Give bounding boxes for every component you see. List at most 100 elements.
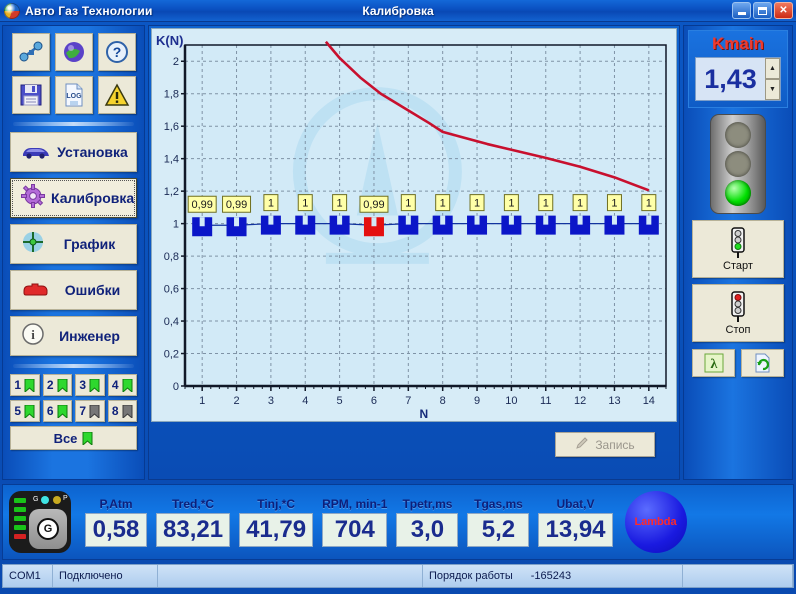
svg-text:10: 10: [505, 395, 517, 407]
gauge-rpm: RPM, min-1 704: [322, 497, 388, 547]
cylinder-number: 3: [79, 378, 87, 392]
status-tail: [683, 565, 793, 587]
sidebar-item-kalibrovka[interactable]: Калибровка: [10, 178, 137, 218]
refresh-page-icon: [755, 353, 769, 373]
cylinder-button-8[interactable]: 8: [107, 400, 137, 422]
record-button[interactable]: Запись: [555, 432, 655, 457]
chart-marker: [467, 215, 488, 235]
gauge-value: 13,94: [538, 513, 613, 547]
traffic-light-yellow: [725, 150, 751, 177]
gauge-label: Tgas,ms: [474, 497, 523, 511]
app-icon: [4, 2, 20, 19]
svg-text:0,6: 0,6: [164, 284, 179, 296]
svg-text:1,4: 1,4: [164, 154, 179, 166]
svg-text:1,6: 1,6: [164, 121, 179, 133]
record-button-label: Запись: [595, 437, 635, 452]
flag-icon: [24, 378, 35, 392]
svg-text:N: N: [419, 407, 428, 421]
svg-text:1: 1: [405, 198, 411, 210]
svg-text:3: 3: [268, 395, 274, 407]
lambda-icon: λ: [704, 353, 723, 373]
cylinder-button-7[interactable]: 7: [75, 400, 105, 422]
sidebar-item-label: Калибровка: [51, 190, 135, 206]
cylinder-button-3[interactable]: 3: [75, 374, 105, 396]
minimize-button[interactable]: [732, 2, 751, 19]
led-dot-cyan: [41, 496, 49, 504]
stop-button-label: Стоп: [725, 323, 751, 336]
globe-icon[interactable]: [54, 33, 93, 71]
chart-marker: [432, 215, 453, 235]
kmain-value[interactable]: 1,43: [704, 63, 757, 94]
device-logo: G: [37, 518, 59, 540]
svg-text:i: i: [31, 327, 35, 342]
svg-text:12: 12: [574, 395, 586, 407]
gauge-p-atm: P,Atm 0,58: [85, 497, 147, 547]
help-icon[interactable]: ?: [97, 33, 136, 71]
close-button[interactable]: ✕: [774, 2, 793, 19]
sidebar-item-oshibki[interactable]: Ошибки: [10, 270, 137, 310]
connection-icon[interactable]: [11, 33, 50, 71]
gauge-tred: Tred,*C 83,21: [156, 497, 231, 547]
svg-text:1: 1: [337, 198, 343, 210]
gauge-tpetr: Tpetr,ms 3,0: [396, 497, 459, 547]
start-button-label: Старт: [723, 259, 753, 272]
maximize-button[interactable]: [753, 2, 772, 19]
cylinder-number: 4: [111, 378, 119, 392]
status-connection: Подключено: [53, 565, 158, 587]
svg-text:1: 1: [440, 198, 446, 210]
kmain-spinner[interactable]: ▲ ▼: [765, 58, 780, 100]
gauge-value: 704: [322, 513, 388, 547]
gauge-label: Tred,*C: [172, 497, 215, 511]
log-icon[interactable]: LOG: [54, 76, 93, 114]
plot-area[interactable]: K(N) 0 0,2 0,4 0,6 0,8 1 1,2 1,4 1,6 1,8 2 1 2 3 4 5 6 7 8…: [151, 28, 677, 422]
save-icon[interactable]: [11, 76, 50, 114]
led-label-g: G: [33, 496, 39, 503]
lambda-button[interactable]: λ: [692, 349, 735, 377]
svg-text:1: 1: [646, 198, 652, 210]
chart-marker: [638, 215, 659, 235]
kmain-title: Kmain: [712, 34, 764, 53]
sidebar-item-inzhener[interactable]: i Инженер: [10, 316, 137, 356]
svg-text:0,99: 0,99: [226, 199, 247, 211]
stop-button[interactable]: Стоп: [692, 284, 784, 342]
engine-icon: [21, 279, 51, 302]
status-bar: COM1 Подключено Порядок работы -165243: [2, 564, 794, 588]
cylinder-button-6[interactable]: 6: [42, 400, 72, 422]
kmain-field[interactable]: 1,43 ▲ ▼: [695, 57, 781, 101]
cylinder-button-2[interactable]: 2: [42, 374, 72, 396]
lambda-indicator[interactable]: Lambda: [624, 491, 687, 553]
plot-icon: [21, 230, 45, 259]
y-axis-label: K(N): [156, 33, 184, 48]
window-controls: ✕: [732, 2, 793, 19]
sidebar-divider-bottom: [13, 364, 134, 368]
gauge-label: Tinj,*C: [257, 497, 295, 511]
svg-text:14: 14: [643, 395, 655, 407]
svg-text:1: 1: [302, 198, 308, 210]
status-firing-order: Порядок работы -165243: [423, 565, 683, 587]
refresh-button[interactable]: [741, 349, 784, 377]
flag-icon: [122, 404, 133, 418]
device-knob: G: [29, 509, 67, 549]
spinner-up-button[interactable]: ▲: [765, 58, 780, 79]
gauge-label: P,Atm: [99, 497, 133, 511]
traffic-light-green: [725, 180, 751, 207]
cylinder-number: 5: [14, 404, 22, 418]
spinner-down-button[interactable]: ▼: [765, 79, 780, 100]
sidebar-item-grafik[interactable]: График: [10, 224, 137, 264]
right-panel-mini-buttons: λ: [692, 349, 784, 377]
sidebar-item-ustanovka[interactable]: Установка: [10, 132, 137, 172]
warning-icon[interactable]: [97, 76, 136, 114]
start-button[interactable]: Старт: [692, 220, 784, 278]
gauge-value: 41,79: [239, 513, 314, 547]
svg-text:1: 1: [543, 198, 549, 210]
svg-text:LOG: LOG: [66, 93, 82, 100]
all-cylinders-button[interactable]: Все: [10, 426, 137, 450]
svg-text:λ: λ: [710, 357, 717, 372]
svg-text:1: 1: [508, 198, 514, 210]
calibration-chart[interactable]: 00,20,40,60,811,21,41,61,821 2 3 4 5 6 7 8 9 10 11…: [152, 29, 676, 421]
cylinder-button-1[interactable]: 1: [10, 374, 40, 396]
flag-icon: [57, 404, 68, 418]
cylinder-button-4[interactable]: 4: [107, 374, 137, 396]
cylinder-button-5[interactable]: 5: [10, 400, 40, 422]
